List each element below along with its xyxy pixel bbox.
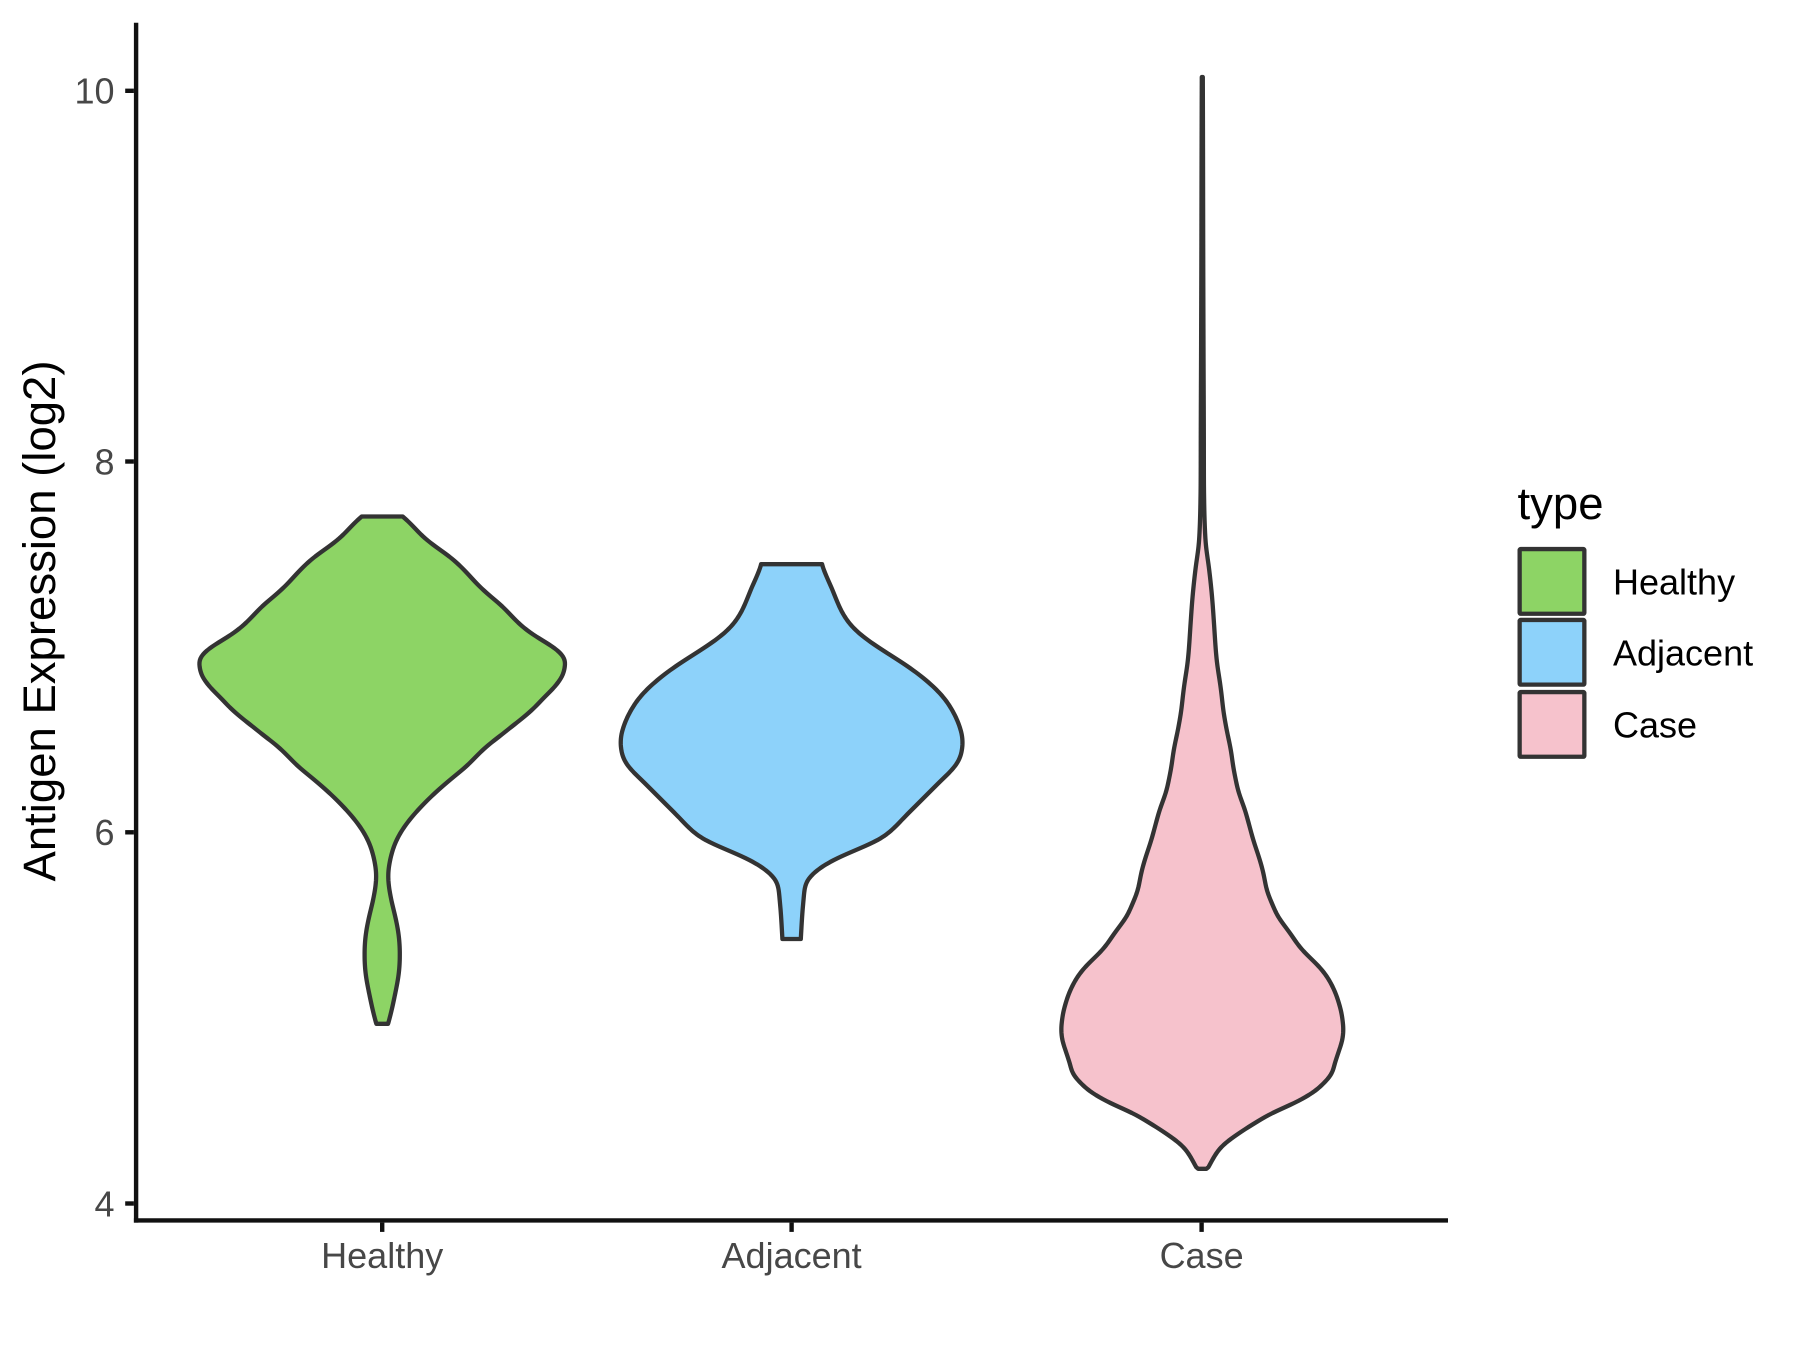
svg-text:type: type — [1518, 478, 1604, 529]
svg-text:Healthy: Healthy — [321, 1235, 443, 1276]
svg-text:Case: Case — [1613, 705, 1697, 746]
svg-text:4: 4 — [94, 1183, 114, 1224]
svg-text:Healthy: Healthy — [1613, 561, 1735, 602]
svg-text:Adjacent: Adjacent — [1613, 633, 1753, 674]
svg-text:6: 6 — [94, 812, 114, 853]
svg-text:Case: Case — [1160, 1235, 1244, 1276]
svg-text:10: 10 — [74, 71, 114, 112]
svg-text:Adjacent: Adjacent — [722, 1235, 862, 1276]
svg-text:Antigen Expression (log2): Antigen Expression (log2) — [14, 360, 65, 881]
svg-text:8: 8 — [94, 441, 114, 482]
